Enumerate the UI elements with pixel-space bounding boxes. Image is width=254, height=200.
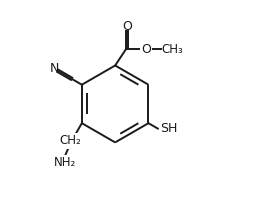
Text: O: O [122, 20, 132, 33]
Text: SH: SH [160, 122, 178, 135]
Text: N: N [50, 62, 59, 75]
Text: NH₂: NH₂ [54, 156, 76, 169]
Text: CH₂: CH₂ [59, 134, 81, 147]
Text: O: O [141, 43, 151, 56]
Text: CH₃: CH₃ [162, 43, 183, 56]
